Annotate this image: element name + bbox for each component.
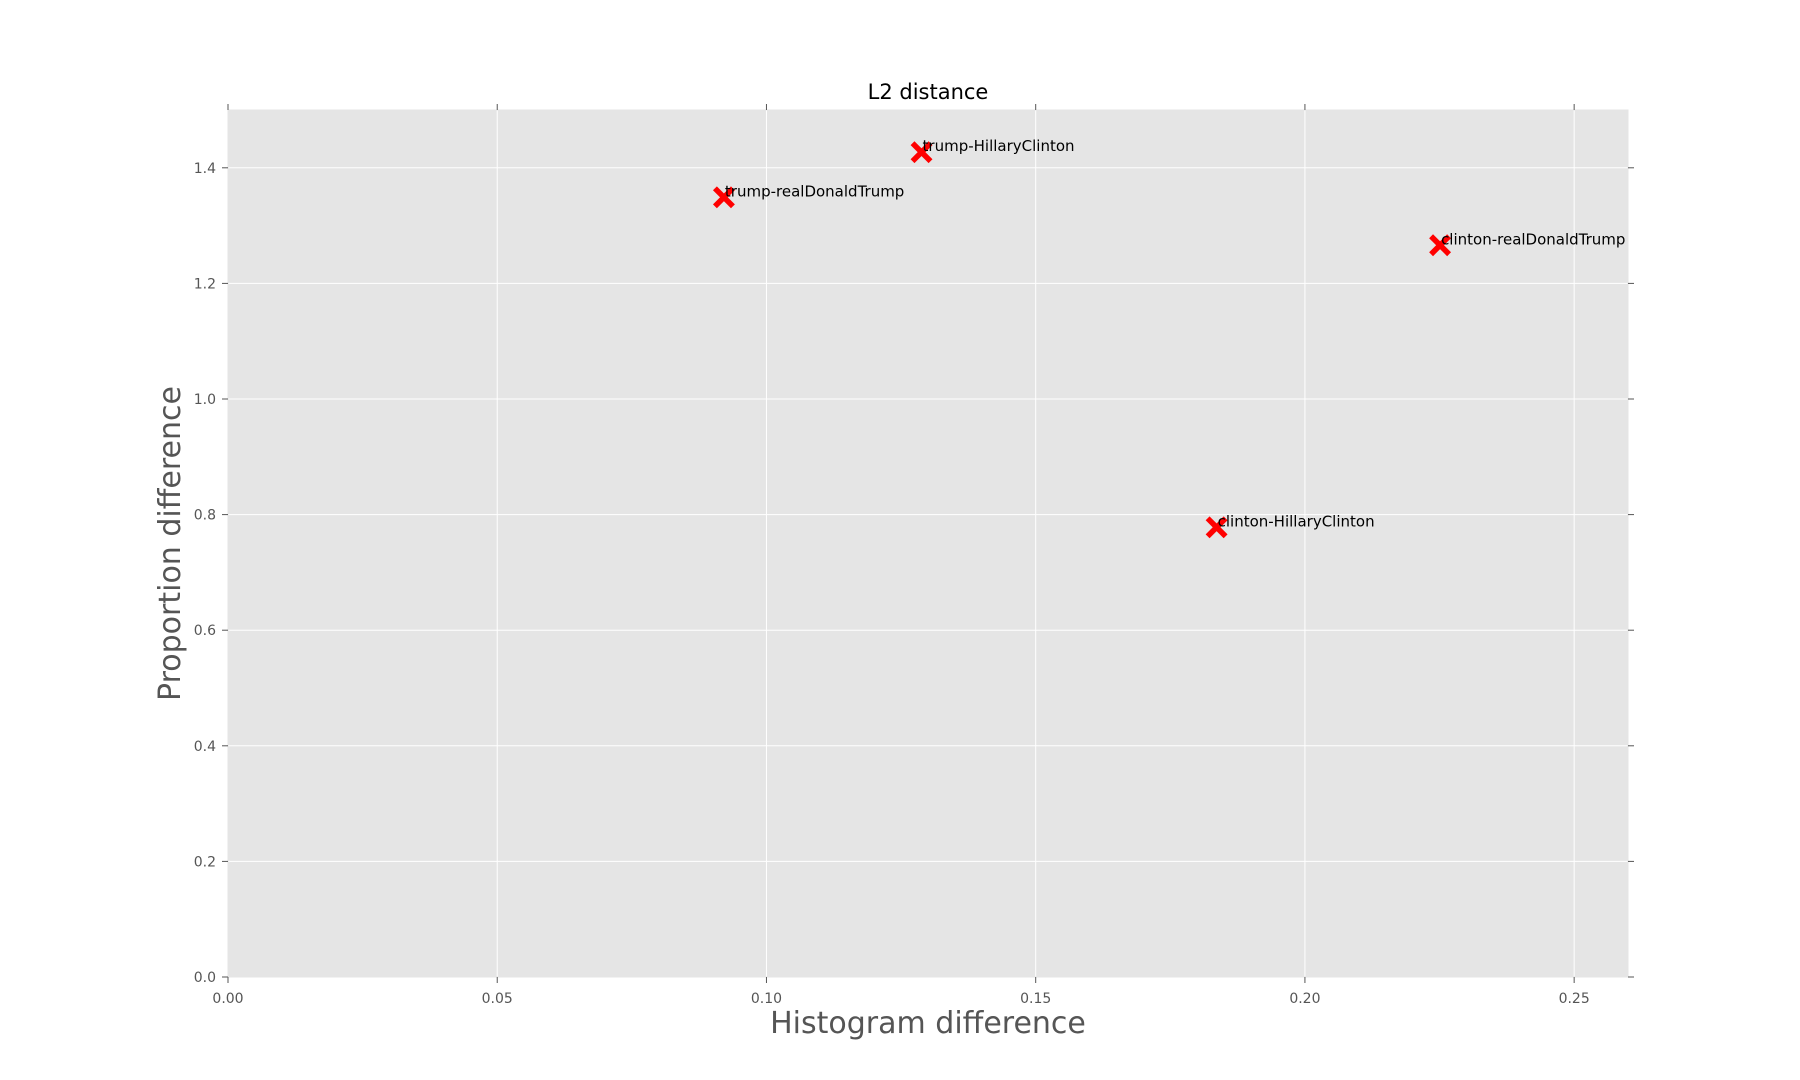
y-tick-label: 0.6 <box>194 623 216 639</box>
x-tick-label: 0.25 <box>1559 991 1590 1007</box>
chart-title: L2 distance <box>868 80 989 104</box>
y-tick-label: 1.0 <box>194 392 216 408</box>
scatter-point <box>910 141 933 164</box>
scatter-point <box>1429 234 1452 257</box>
x-tick-label: 0.10 <box>751 991 782 1007</box>
point-label: clinton-realDonaldTrump <box>1441 230 1625 248</box>
x-axis-label: Histogram difference <box>770 1006 1086 1041</box>
x-marker-stroke <box>712 186 735 209</box>
point-label: trump-realDonaldTrump <box>725 182 904 200</box>
scatter-point <box>712 186 735 209</box>
scatter-point <box>1205 516 1228 539</box>
axis-ticks <box>222 104 1634 983</box>
y-tick-label: 0.0 <box>194 970 216 986</box>
x-tick-label: 0.20 <box>1289 991 1320 1007</box>
x-tick-labels: 0.00 0.05 0.10 0.15 0.20 0.25 <box>212 991 1589 1007</box>
x-marker-stroke <box>910 141 933 164</box>
x-marker-stroke <box>1429 234 1452 257</box>
y-tick-label: 0.2 <box>194 854 216 870</box>
x-tick-label: 0.00 <box>212 991 243 1007</box>
plot-background <box>228 110 1628 977</box>
x-marker-stroke <box>1205 516 1228 539</box>
data-points: trump-HillaryClinton trump-realDonaldTrum… <box>712 137 1625 539</box>
point-label: trump-HillaryClinton <box>923 137 1075 155</box>
y-tick-label: 1.4 <box>194 161 216 177</box>
x-tick-label: 0.15 <box>1020 991 1051 1007</box>
y-tick-label: 0.4 <box>194 739 216 755</box>
x-tick-label: 0.05 <box>482 991 513 1007</box>
plot-frame <box>227 109 1629 978</box>
y-tick-label: 1.2 <box>194 276 216 292</box>
grid-lines <box>227 110 1628 978</box>
y-tick-labels: 0.0 0.2 0.4 0.6 0.8 1.0 1.2 1.4 <box>194 161 216 986</box>
y-tick-label: 0.8 <box>194 508 216 524</box>
y-axis-label: Proportion difference <box>153 386 188 701</box>
point-label: clinton-HillaryClinton <box>1218 512 1375 530</box>
